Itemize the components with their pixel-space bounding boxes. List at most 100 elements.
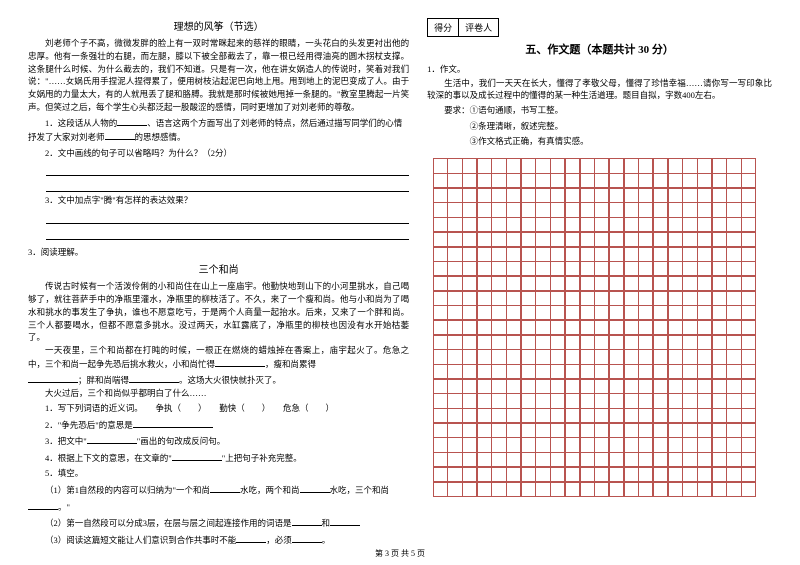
grid-cell[interactable] bbox=[609, 437, 624, 452]
grid-cell[interactable] bbox=[594, 232, 609, 247]
grid-cell[interactable] bbox=[712, 232, 727, 247]
grid-cell[interactable] bbox=[462, 335, 477, 350]
grid-cell[interactable] bbox=[609, 202, 624, 217]
grid-cell[interactable] bbox=[521, 217, 536, 232]
grid-cell[interactable] bbox=[433, 452, 448, 467]
grid-cell[interactable] bbox=[638, 467, 653, 482]
grid-cell[interactable] bbox=[682, 305, 697, 320]
grid-cell[interactable] bbox=[726, 482, 741, 497]
blank[interactable] bbox=[236, 533, 266, 543]
grid-cell[interactable] bbox=[491, 217, 506, 232]
grid-cell[interactable] bbox=[550, 305, 565, 320]
grid-cell[interactable] bbox=[477, 364, 492, 379]
grid-cell[interactable] bbox=[741, 291, 756, 306]
grid-cell[interactable] bbox=[565, 437, 580, 452]
grid-cell[interactable] bbox=[433, 393, 448, 408]
grid-cell[interactable] bbox=[624, 364, 639, 379]
grid-cell[interactable] bbox=[726, 261, 741, 276]
grid-cell[interactable] bbox=[682, 173, 697, 188]
grid-cell[interactable] bbox=[609, 291, 624, 306]
grid-cell[interactable] bbox=[697, 349, 712, 364]
grid-cell[interactable] bbox=[447, 158, 462, 173]
grid-cell[interactable] bbox=[462, 217, 477, 232]
grid-cell[interactable] bbox=[682, 320, 697, 335]
grid-cell[interactable] bbox=[447, 467, 462, 482]
grid-cell[interactable] bbox=[491, 349, 506, 364]
grid-cell[interactable] bbox=[535, 482, 550, 497]
grid-cell[interactable] bbox=[712, 261, 727, 276]
grid-cell[interactable] bbox=[653, 408, 668, 423]
grid-cell[interactable] bbox=[638, 393, 653, 408]
grid-cell[interactable] bbox=[624, 408, 639, 423]
grid-cell[interactable] bbox=[682, 232, 697, 247]
grid-cell[interactable] bbox=[565, 379, 580, 394]
grid-cell[interactable] bbox=[668, 364, 683, 379]
grid-cell[interactable] bbox=[462, 291, 477, 306]
grid-cell[interactable] bbox=[697, 217, 712, 232]
grid-cell[interactable] bbox=[712, 467, 727, 482]
grid-cell[interactable] bbox=[697, 335, 712, 350]
grid-cell[interactable] bbox=[565, 364, 580, 379]
grid-cell[interactable] bbox=[433, 320, 448, 335]
grid-cell[interactable] bbox=[580, 452, 595, 467]
grid-cell[interactable] bbox=[506, 261, 521, 276]
grid-cell[interactable] bbox=[447, 349, 462, 364]
grid-cell[interactable] bbox=[580, 188, 595, 203]
grid-cell[interactable] bbox=[653, 188, 668, 203]
grid-cell[interactable] bbox=[521, 482, 536, 497]
grid-cell[interactable] bbox=[565, 305, 580, 320]
grid-cell[interactable] bbox=[682, 379, 697, 394]
grid-cell[interactable] bbox=[535, 320, 550, 335]
blank[interactable] bbox=[87, 434, 137, 444]
grid-cell[interactable] bbox=[712, 158, 727, 173]
grid-cell[interactable] bbox=[653, 320, 668, 335]
grid-cell[interactable] bbox=[462, 379, 477, 394]
grid-cell[interactable] bbox=[506, 232, 521, 247]
grid-cell[interactable] bbox=[491, 320, 506, 335]
grid-cell[interactable] bbox=[638, 247, 653, 262]
grid-cell[interactable] bbox=[741, 423, 756, 438]
grid-cell[interactable] bbox=[653, 217, 668, 232]
grid-cell[interactable] bbox=[741, 467, 756, 482]
grid-cell[interactable] bbox=[624, 291, 639, 306]
grid-cell[interactable] bbox=[697, 291, 712, 306]
grid-cell[interactable] bbox=[433, 188, 448, 203]
grid-cell[interactable] bbox=[477, 349, 492, 364]
grid-cell[interactable] bbox=[580, 335, 595, 350]
grid-cell[interactable] bbox=[726, 393, 741, 408]
grid-cell[interactable] bbox=[521, 320, 536, 335]
grid-cell[interactable] bbox=[491, 261, 506, 276]
grid-cell[interactable] bbox=[580, 349, 595, 364]
grid-cell[interactable] bbox=[726, 379, 741, 394]
grid-cell[interactable] bbox=[653, 393, 668, 408]
grid-cell[interactable] bbox=[550, 320, 565, 335]
grid-cell[interactable] bbox=[609, 364, 624, 379]
grid-cell[interactable] bbox=[506, 437, 521, 452]
grid-cell[interactable] bbox=[726, 349, 741, 364]
grid-cell[interactable] bbox=[477, 467, 492, 482]
grid-cell[interactable] bbox=[609, 276, 624, 291]
grid-cell[interactable] bbox=[741, 188, 756, 203]
grid-cell[interactable] bbox=[682, 188, 697, 203]
grid-cell[interactable] bbox=[462, 202, 477, 217]
grid-cell[interactable] bbox=[550, 232, 565, 247]
grid-cell[interactable] bbox=[653, 335, 668, 350]
grid-cell[interactable] bbox=[550, 408, 565, 423]
grid-cell[interactable] bbox=[653, 482, 668, 497]
grid-cell[interactable] bbox=[535, 291, 550, 306]
grid-cell[interactable] bbox=[447, 291, 462, 306]
grid-cell[interactable] bbox=[447, 305, 462, 320]
grid-cell[interactable] bbox=[521, 467, 536, 482]
grid-cell[interactable] bbox=[462, 247, 477, 262]
grid-cell[interactable] bbox=[697, 437, 712, 452]
grid-cell[interactable] bbox=[653, 379, 668, 394]
grid-cell[interactable] bbox=[726, 217, 741, 232]
grid-cell[interactable] bbox=[535, 173, 550, 188]
grid-cell[interactable] bbox=[447, 202, 462, 217]
grid-cell[interactable] bbox=[624, 188, 639, 203]
grid-cell[interactable] bbox=[506, 202, 521, 217]
grid-cell[interactable] bbox=[609, 173, 624, 188]
grid-cell[interactable] bbox=[535, 305, 550, 320]
grid-cell[interactable] bbox=[712, 423, 727, 438]
grid-cell[interactable] bbox=[697, 202, 712, 217]
